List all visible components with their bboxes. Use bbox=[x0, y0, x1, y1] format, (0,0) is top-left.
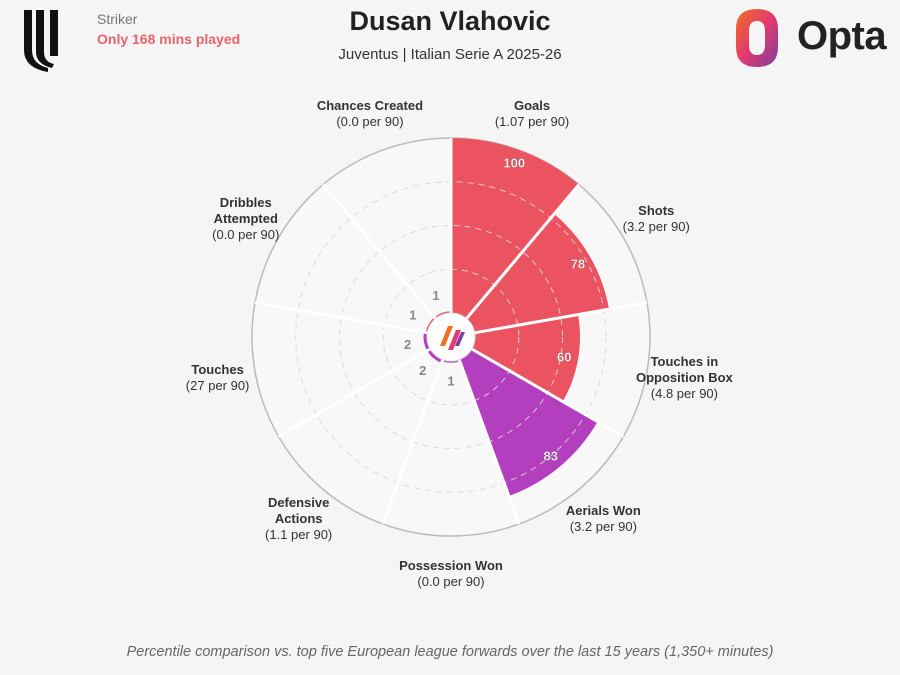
metric-label-touches-in-opposition-box: Touches in Opposition Box (4.8 per 90) bbox=[599, 354, 769, 402]
spoke bbox=[471, 347, 625, 438]
footnote: Percentile comparison vs. top five Europ… bbox=[126, 644, 774, 660]
value-label: 1 bbox=[409, 308, 416, 323]
metric-per90: (3.2 per 90) bbox=[569, 518, 637, 534]
spoke bbox=[277, 347, 431, 438]
metric-per90: (1.07 per 90) bbox=[494, 114, 570, 130]
center-logo-mark bbox=[448, 330, 461, 350]
center-badge bbox=[426, 312, 476, 362]
opta-logo-icon bbox=[736, 9, 778, 67]
metric-label-goals: Goals (1.07 per 90) bbox=[447, 98, 617, 130]
bar-shots bbox=[466, 214, 610, 333]
bar-aerials-won bbox=[459, 349, 598, 497]
metric-name: Chances Created bbox=[316, 98, 424, 114]
value-label: 2 bbox=[419, 363, 426, 378]
metric-label-touches: Touches (27 per 90) bbox=[133, 362, 303, 394]
metric-per90: (3.2 per 90) bbox=[622, 218, 690, 234]
metric-name: Shots bbox=[638, 202, 675, 218]
center-logo-mark bbox=[455, 332, 465, 346]
bar-touches-in-opposition-box bbox=[471, 314, 580, 402]
metric-per90: (0.0 per 90) bbox=[336, 114, 404, 130]
metric-label-dribbles-attempted: Dribbles Attempted (0.0 per 90) bbox=[161, 195, 331, 243]
metric-name: Goals bbox=[513, 98, 551, 114]
bar-goals bbox=[451, 138, 579, 319]
metric-per90: (1.1 per 90) bbox=[265, 526, 333, 542]
page-title: Dusan Vlahovic bbox=[349, 6, 551, 36]
value-label: 1 bbox=[447, 374, 454, 389]
value-label: 83 bbox=[544, 448, 558, 463]
metric-label-chances-created: Chances Created (0.0 per 90) bbox=[285, 98, 455, 130]
brand-name: Opta bbox=[797, 14, 887, 58]
value-label: 100 bbox=[503, 156, 525, 171]
center-logo-mark bbox=[440, 326, 453, 346]
metric-per90: (0.0 per 90) bbox=[417, 574, 485, 589]
metric-name: Dribbles bbox=[219, 194, 272, 210]
metric-label-defensive-actions: Defensive Actions (1.1 per 90) bbox=[214, 495, 384, 543]
metric-name: Actions bbox=[274, 510, 323, 526]
metric-name: Defensive bbox=[267, 494, 330, 510]
metric-name: Possession Won bbox=[399, 558, 503, 573]
metric-name: Touches in bbox=[650, 354, 719, 370]
spoke bbox=[474, 300, 648, 335]
metric-per90: (0.0 per 90) bbox=[212, 226, 280, 242]
value-label: 2 bbox=[404, 337, 411, 352]
spoke bbox=[254, 300, 428, 335]
metric-per90: (4.8 per 90) bbox=[650, 386, 718, 402]
page-subtitle: Juventus | Italian Serie A 2025-26 bbox=[338, 46, 562, 63]
metric-label-shots: Shots (3.2 per 90) bbox=[571, 203, 741, 235]
metric-name: Aerials Won bbox=[565, 502, 641, 518]
minutes-warning: Only 168 mins played bbox=[97, 31, 241, 47]
metric-label-possession-won: Possession Won (0.0 per 90) bbox=[366, 558, 536, 590]
spoke bbox=[457, 359, 521, 525]
spoke bbox=[465, 183, 581, 320]
spoke bbox=[381, 359, 445, 525]
bar-defensive-actions bbox=[427, 349, 443, 363]
grid-ring-25 bbox=[382, 268, 520, 406]
metric-label-aerials-won: Aerials Won (3.2 per 90) bbox=[518, 503, 688, 535]
grid-ring-50 bbox=[339, 225, 563, 449]
metric-name: Attempted bbox=[213, 210, 278, 226]
value-label: 78 bbox=[571, 256, 585, 271]
metric-name: Opposition Box bbox=[636, 370, 733, 386]
value-label: 1 bbox=[432, 288, 439, 303]
player-role: Striker bbox=[97, 11, 138, 27]
juventus-logo-icon bbox=[24, 10, 58, 72]
value-label: 60 bbox=[557, 349, 571, 364]
metric-name: Touches bbox=[191, 362, 244, 378]
spoke bbox=[321, 183, 437, 320]
metric-per90: (27 per 90) bbox=[185, 378, 250, 394]
